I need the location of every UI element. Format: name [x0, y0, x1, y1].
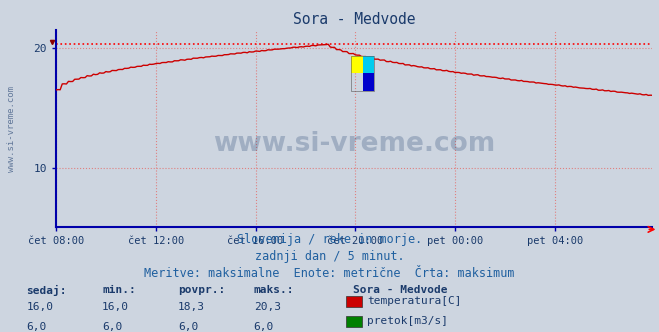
Text: Sora - Medvode: Sora - Medvode — [353, 285, 447, 295]
Text: 16,0: 16,0 — [26, 302, 53, 312]
Text: zadnji dan / 5 minut.: zadnji dan / 5 minut. — [254, 250, 405, 263]
Bar — [351, 55, 374, 91]
Bar — [362, 55, 374, 73]
Bar — [362, 73, 374, 91]
Text: Meritve: maksimalne  Enote: metrične  Črta: maksimum: Meritve: maksimalne Enote: metrične Črta… — [144, 267, 515, 280]
Text: 20,3: 20,3 — [254, 302, 281, 312]
Text: 6,0: 6,0 — [254, 322, 274, 332]
Text: Slovenija / reke in morje.: Slovenija / reke in morje. — [237, 233, 422, 246]
Bar — [351, 55, 362, 73]
Text: 6,0: 6,0 — [102, 322, 123, 332]
Bar — [346, 315, 362, 327]
Text: min.:: min.: — [102, 285, 136, 295]
Text: 18,3: 18,3 — [178, 302, 205, 312]
Text: maks.:: maks.: — [254, 285, 294, 295]
Text: pretok[m3/s]: pretok[m3/s] — [367, 316, 448, 326]
Text: povpr.:: povpr.: — [178, 285, 225, 295]
Text: sedaj:: sedaj: — [26, 285, 67, 296]
Text: temperatura[C]: temperatura[C] — [367, 296, 461, 306]
Text: 6,0: 6,0 — [26, 322, 47, 332]
Title: Sora - Medvode: Sora - Medvode — [293, 12, 415, 27]
Bar — [346, 296, 362, 307]
Text: 6,0: 6,0 — [178, 322, 198, 332]
Text: 16,0: 16,0 — [102, 302, 129, 312]
Text: www.si-vreme.com: www.si-vreme.com — [213, 131, 496, 157]
Text: www.si-vreme.com: www.si-vreme.com — [7, 86, 16, 172]
